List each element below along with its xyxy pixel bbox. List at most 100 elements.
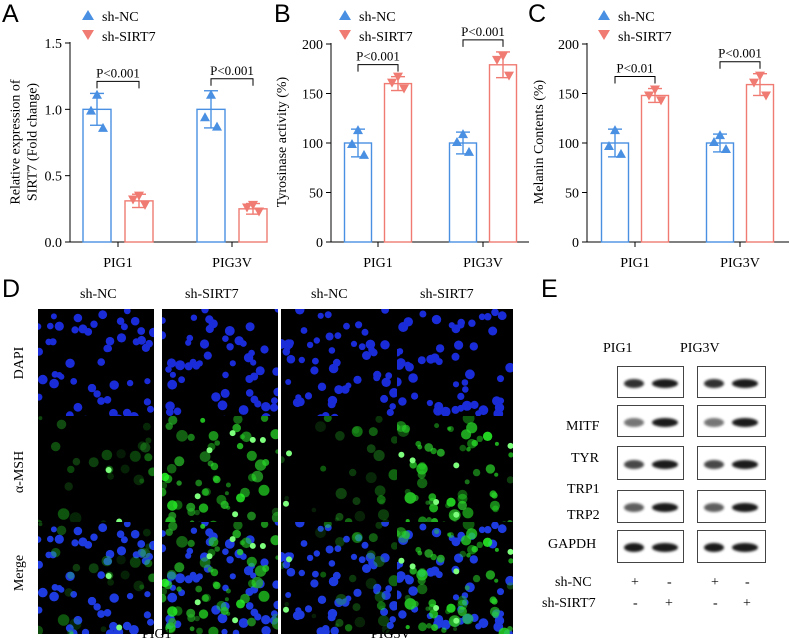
data-point xyxy=(353,125,363,135)
y-tick-label: 200 xyxy=(558,38,579,53)
x-tick-label: PIG3V xyxy=(463,256,503,271)
bar-chart-b: 0 50 100 150 200 Tyrosinase activity (%) sh-NC… xyxy=(275,10,529,271)
y-tick-label: 100 xyxy=(302,137,323,152)
y-tick-label: 1.0 xyxy=(45,103,63,118)
data-point xyxy=(464,146,474,156)
bar-sh-sirt7 xyxy=(383,82,413,243)
sign-nc-1: + xyxy=(631,575,639,590)
blot-band xyxy=(704,378,724,388)
legend-marker-sh-sirt7 xyxy=(82,30,94,40)
p-value-label: P<0.001 xyxy=(356,49,400,64)
blot-band xyxy=(652,417,678,427)
data-point xyxy=(254,207,264,217)
panel-letter-d: D xyxy=(2,275,21,303)
column-label-sh-nc-1: sh-NC xyxy=(80,287,117,302)
data-point xyxy=(128,195,138,205)
group-label-pig3v: PIG3V xyxy=(371,627,411,642)
blot-band xyxy=(624,417,644,427)
data-point xyxy=(616,148,626,158)
y-tick-label: 150 xyxy=(558,88,579,103)
data-point xyxy=(359,149,369,159)
p-value-label: P<0.01 xyxy=(616,61,653,76)
legend-marker-sh-nc xyxy=(339,10,351,20)
y-axis-label: Tyrosinase activity (%) xyxy=(275,76,290,207)
data-point xyxy=(452,137,462,147)
data-point xyxy=(644,91,654,101)
y-tick-label: 100 xyxy=(558,137,579,152)
blot-band xyxy=(624,459,644,469)
micrograph-dapi xyxy=(38,309,154,421)
blot-band xyxy=(732,459,758,469)
panel-letter-a: A xyxy=(2,0,19,28)
data-point xyxy=(387,78,397,88)
x-tick-label: PIG3V xyxy=(212,256,252,271)
y-tick-label: 0.0 xyxy=(45,236,63,251)
data-point xyxy=(242,203,252,213)
data-point xyxy=(755,71,765,81)
data-point xyxy=(498,51,508,61)
legend-label-sh-sirt7: sh-SIRT7 xyxy=(102,30,156,45)
blot-box xyxy=(617,530,684,563)
micrograph-alpha-msh xyxy=(38,416,154,528)
bar-sh-nc xyxy=(82,108,112,243)
blot-band xyxy=(624,503,644,512)
legend-marker-sh-nc xyxy=(598,10,610,20)
blot-band xyxy=(624,378,644,388)
blot-band xyxy=(732,503,758,512)
treatment-label-sh-nc: sh-NC xyxy=(555,575,592,590)
blot-band xyxy=(704,503,724,512)
blot-band xyxy=(704,459,724,469)
blot-box xyxy=(697,446,766,480)
y-tick-label: 0 xyxy=(316,236,323,251)
protein-label-trp2: TRP2 xyxy=(567,508,600,523)
blot-header-pig1: PIG1 xyxy=(603,341,633,356)
blot-box xyxy=(617,366,684,398)
micrograph-merge xyxy=(397,522,513,634)
blot-band xyxy=(704,417,724,427)
bar-sh-nc xyxy=(448,142,478,243)
data-point xyxy=(504,71,514,81)
panel-letter-c: C xyxy=(528,0,547,28)
blot-band xyxy=(652,503,678,512)
x-tick-label: PIG1 xyxy=(363,256,393,271)
legend-label-sh-nc: sh-NC xyxy=(102,10,139,25)
y-axis-label: Melanin Contents (%) xyxy=(532,79,547,204)
bar-chart-c: 0 50 100 150 200 Melanin Contents (%) sh-NC sh-… xyxy=(532,10,789,271)
column-label-sh-sirt7-2: sh-SIRT7 xyxy=(420,287,474,302)
significance-bracket xyxy=(462,39,504,47)
micrograph-alpha-msh xyxy=(281,416,397,528)
significance-bracket xyxy=(614,76,656,84)
data-point xyxy=(248,200,258,210)
sign-nc-4: - xyxy=(745,575,750,590)
treatment-label-sh-sirt7: sh-SIRT7 xyxy=(542,596,596,611)
data-point xyxy=(749,78,759,88)
group-label-pig1: PIG1 xyxy=(142,627,172,642)
sign-sirt7-2: + xyxy=(665,596,673,611)
data-point xyxy=(709,137,719,147)
blot-box xyxy=(697,405,766,437)
x-tick-label: PIG1 xyxy=(103,256,133,271)
micrograph-alpha-msh xyxy=(397,416,513,528)
blot-header-pig3v: PIG3V xyxy=(680,341,720,356)
y-tick-label: 50 xyxy=(309,187,323,202)
data-point xyxy=(458,129,468,139)
data-point xyxy=(347,138,357,148)
data-point xyxy=(656,96,666,106)
significance-bracket xyxy=(357,64,399,72)
p-value-label: P<0.001 xyxy=(210,63,254,78)
p-value-label: P<0.001 xyxy=(461,24,505,39)
sign-nc-3: + xyxy=(711,575,719,590)
blot-band xyxy=(704,543,724,552)
data-point xyxy=(134,191,144,201)
legend-label-sh-sirt7: sh-SIRT7 xyxy=(618,30,672,45)
data-point xyxy=(86,105,96,115)
sign-sirt7-1: - xyxy=(633,596,638,611)
data-point xyxy=(140,200,150,210)
blot-band xyxy=(652,543,678,552)
micrograph-dapi xyxy=(397,309,513,421)
protein-label-trp1: TRP1 xyxy=(567,482,600,497)
data-point xyxy=(393,72,403,82)
sign-sirt7-4: + xyxy=(743,596,751,611)
legend-label-sh-nc: sh-NC xyxy=(359,10,396,25)
y-tick-label: 200 xyxy=(302,38,323,53)
